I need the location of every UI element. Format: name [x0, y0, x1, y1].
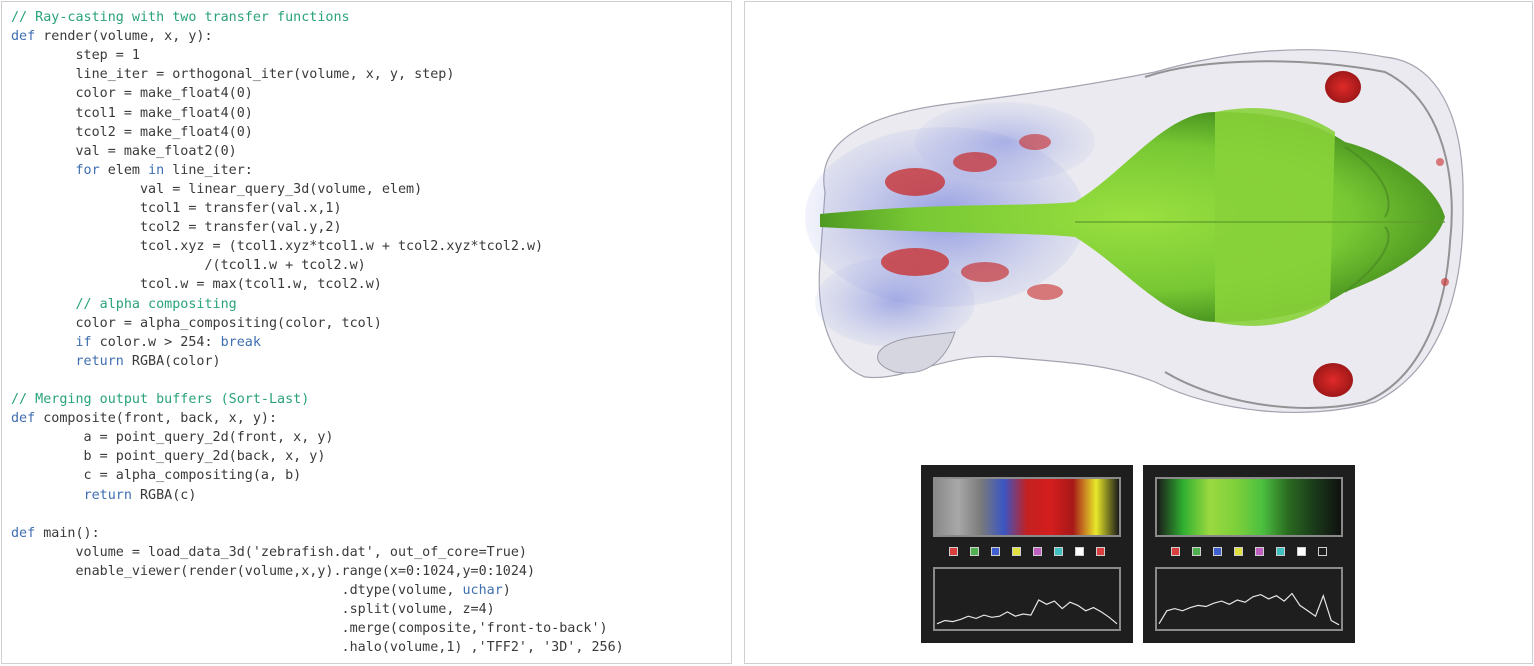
- transfer-function-control-point[interactable]: [1276, 547, 1285, 556]
- transfer-function-control-point[interactable]: [1054, 547, 1063, 556]
- code-line: def composite(front, back, x, y):: [11, 411, 278, 427]
- transfer-function-control-point[interactable]: [970, 547, 979, 556]
- code-line: // alpha compositing: [75, 296, 237, 312]
- transfer-function-control-point[interactable]: [1096, 547, 1105, 556]
- code-line: val = make_float2(0): [11, 143, 237, 159]
- transfer-function-control-point[interactable]: [949, 547, 958, 556]
- code-line: return RGBA(c): [83, 487, 197, 503]
- zebrafish-volume-render: [805, 49, 1464, 413]
- transfer-function-2-control-points: [1171, 547, 1331, 559]
- transfer-function-panel-2: [1143, 465, 1355, 643]
- code-line: tcol.xyz = (tcol1.xyz*tcol1.w + tcol2.xy…: [11, 239, 544, 255]
- code-line: tcol1 = make_float4(0): [11, 105, 253, 121]
- transfer-function-control-point[interactable]: [1192, 547, 1201, 556]
- code-line: tcol2 = make_float4(0): [11, 124, 253, 140]
- code-line: line_iter = orthogonal_iter(volume, x, y…: [11, 67, 455, 83]
- code-panel: // Ray-casting with two transfer functio…: [1, 1, 732, 664]
- transfer-function-control-point[interactable]: [1297, 547, 1306, 556]
- code-line: .dtype(volume, uchar): [11, 583, 511, 598]
- code-line: .halo(volume,1) ,'TFF2', '3D', 256): [11, 640, 624, 656]
- code-line: tcol2 = transfer(val.y,2): [11, 220, 342, 236]
- code-line: b = point_query_2d(back, x, y): [11, 449, 326, 465]
- code-line: // Merging output buffers (Sort-Last): [11, 392, 310, 407]
- transfer-function-control-point[interactable]: [1012, 547, 1021, 556]
- code-line: volume = load_data_3d('zebrafish.dat', o…: [11, 544, 527, 560]
- transfer-function-control-point[interactable]: [1075, 547, 1084, 556]
- transfer-function-1-histogram[interactable]: [933, 567, 1121, 631]
- code-line: step = 1: [11, 48, 140, 64]
- code-line: def render(volume, x, y):: [11, 29, 213, 45]
- transfer-function-control-point[interactable]: [1171, 547, 1180, 556]
- code-line: c = alpha_compositing(a, b): [11, 468, 302, 484]
- code-line: a = point_query_2d(front, x, y): [11, 430, 334, 446]
- code-line: val = linear_query_3d(volume, elem): [11, 181, 423, 197]
- transfer-function-control-point[interactable]: [1234, 547, 1243, 556]
- code-line: return RGBA(color): [75, 353, 221, 369]
- code-line: .split(volume, z=4): [11, 602, 495, 618]
- code-line: tcol.w = max(tcol1.w, tcol2.w): [11, 277, 382, 293]
- transfer-function-panel-1: [921, 465, 1133, 643]
- transfer-function-1-colorbar[interactable]: [933, 477, 1121, 537]
- transfer-function-2-colorbar[interactable]: [1155, 477, 1343, 537]
- transfer-function-control-point[interactable]: [1033, 547, 1042, 556]
- transfer-function-2-histogram[interactable]: [1155, 567, 1343, 631]
- transfer-function-control-point[interactable]: [1213, 547, 1222, 556]
- transfer-function-control-point[interactable]: [991, 547, 1000, 556]
- code-line: .merge(composite,'front-to-back'): [11, 621, 608, 637]
- code-line: /(tcol1.w + tcol2.w): [11, 258, 366, 274]
- render-panel: [744, 1, 1533, 664]
- code-line: def main():: [11, 525, 100, 541]
- code-line: tcol1 = transfer(val.x,1): [11, 201, 342, 216]
- transfer-function-control-point[interactable]: [1255, 547, 1264, 556]
- code-line: color = alpha_compositing(color, tcol): [11, 315, 382, 331]
- code-line: enable_viewer(render(volume,x,y).range(x…: [11, 563, 536, 579]
- code-line: for elem in line_iter:: [75, 162, 253, 178]
- code-line: color = make_float4(0): [11, 86, 253, 102]
- code-line: // Ray-casting with two transfer functio…: [11, 10, 350, 25]
- transfer-function-1-control-points: [949, 547, 1109, 559]
- code-line: if color.w > 254: break: [75, 334, 261, 350]
- transfer-function-control-point[interactable]: [1318, 547, 1327, 556]
